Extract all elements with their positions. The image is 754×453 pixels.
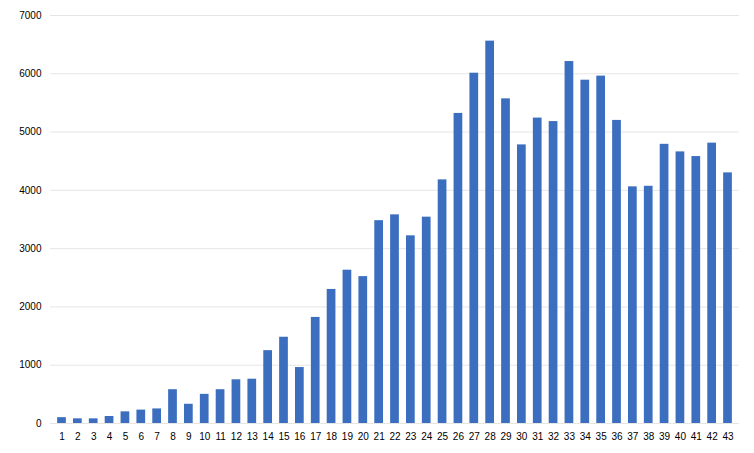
svg-text:31: 31 <box>532 431 544 442</box>
svg-text:6000: 6000 <box>19 68 42 79</box>
svg-text:6: 6 <box>139 431 145 442</box>
svg-text:29: 29 <box>500 431 512 442</box>
svg-text:1000: 1000 <box>19 359 42 370</box>
svg-text:12: 12 <box>231 431 243 442</box>
svg-text:30: 30 <box>516 431 528 442</box>
svg-text:41: 41 <box>691 431 703 442</box>
svg-text:0: 0 <box>36 418 42 429</box>
svg-text:34: 34 <box>580 431 592 442</box>
svg-text:20: 20 <box>358 431 370 442</box>
svg-text:26: 26 <box>453 431 465 442</box>
svg-text:40: 40 <box>675 431 687 442</box>
svg-text:16: 16 <box>294 431 306 442</box>
svg-text:33: 33 <box>564 431 576 442</box>
svg-text:7: 7 <box>154 431 160 442</box>
svg-text:4: 4 <box>107 431 113 442</box>
svg-text:1: 1 <box>59 431 65 442</box>
svg-text:14: 14 <box>263 431 275 442</box>
svg-text:17: 17 <box>310 431 322 442</box>
svg-text:2: 2 <box>75 431 81 442</box>
svg-text:42: 42 <box>707 431 719 442</box>
svg-text:37: 37 <box>627 431 639 442</box>
svg-text:3: 3 <box>91 431 97 442</box>
svg-text:25: 25 <box>437 431 449 442</box>
svg-text:9: 9 <box>186 431 192 442</box>
svg-text:36: 36 <box>611 431 623 442</box>
svg-text:32: 32 <box>548 431 560 442</box>
svg-text:4000: 4000 <box>19 185 42 196</box>
svg-text:13: 13 <box>247 431 259 442</box>
svg-text:27: 27 <box>469 431 481 442</box>
svg-text:19: 19 <box>342 431 354 442</box>
svg-text:38: 38 <box>643 431 655 442</box>
svg-text:5: 5 <box>123 431 129 442</box>
svg-text:39: 39 <box>659 431 671 442</box>
svg-text:11: 11 <box>215 431 226 442</box>
svg-text:3000: 3000 <box>19 243 42 254</box>
svg-text:10: 10 <box>199 431 211 442</box>
svg-text:15: 15 <box>278 431 290 442</box>
svg-text:7000: 7000 <box>19 10 42 21</box>
svg-text:5000: 5000 <box>19 126 42 137</box>
svg-text:8: 8 <box>170 431 176 442</box>
svg-text:2000: 2000 <box>19 301 42 312</box>
svg-text:35: 35 <box>596 431 608 442</box>
svg-text:24: 24 <box>421 431 433 442</box>
svg-text:28: 28 <box>485 431 497 442</box>
svg-text:43: 43 <box>722 431 734 442</box>
svg-text:21: 21 <box>374 431 386 442</box>
svg-text:18: 18 <box>326 431 338 442</box>
svg-text:22: 22 <box>389 431 401 442</box>
svg-text:23: 23 <box>405 431 417 442</box>
